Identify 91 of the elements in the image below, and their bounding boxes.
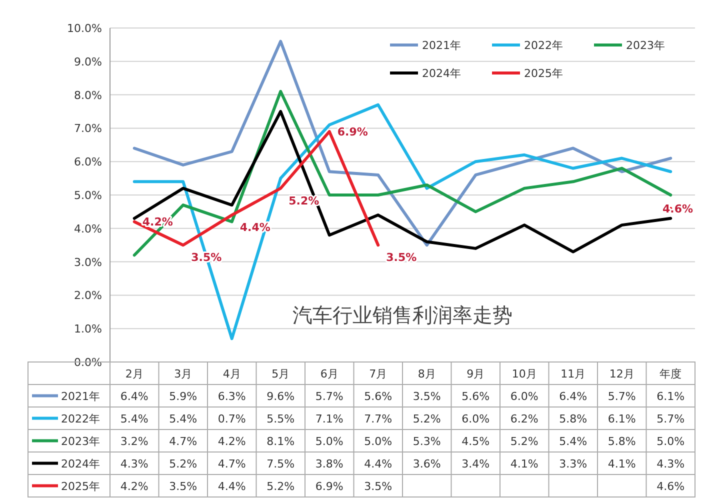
text: 2021年 [61,390,100,403]
data-label: 5.6% [364,390,392,403]
data-label: 5.9% [169,390,198,403]
data-label: 5.4% [120,412,148,426]
data-label: 4.4% [218,480,246,493]
text: 4.6% [662,202,693,216]
data-label: 6.3% [218,390,246,403]
data-label: 5.8% [559,412,588,426]
data-label: 3.2% [120,434,148,448]
data-label: 5.2% [510,434,538,448]
data-label: 5.2% [169,457,198,470]
x-tick-label: 10月 [512,367,537,380]
data-label: 4.2% [218,434,246,448]
y-tick-label: 7.0% [74,122,102,136]
legend-label: 2022年 [524,39,563,52]
data-label: 6.9% [315,480,344,493]
data-label: 3.6% [412,457,441,470]
data-label: 5.3% [412,434,441,448]
data-label: 5.2% [412,412,441,426]
legend-label: 2023年 [626,39,665,52]
text: 3.5% [386,251,417,264]
data-label: 4.2% [120,480,148,493]
y-tick-label: 5.0% [74,189,102,202]
text: 2024年 [61,457,100,470]
text: 汽车行业销售利润率走势 [292,302,512,327]
data-label: 7.1% [315,412,344,426]
data-label: 5.2% [266,480,295,493]
data-label: 5.0% [315,434,344,448]
legend-label: 2021年 [422,39,461,52]
data-label: 5.7% [608,390,636,403]
x-tick-label: 12月 [609,367,634,380]
data-label: 0.7% [218,412,246,426]
x-tick-label: 年度 [660,367,682,380]
text: 6.9% [337,126,368,139]
data-label: 4.6% [656,480,685,493]
data-label: 5.7% [656,412,685,426]
data-label: 3.8% [315,457,344,470]
data-label: 4.4% [364,457,392,470]
data-label: 5.8% [608,434,636,448]
y-tick-label: 4.0% [74,222,102,236]
text: 2023年 [61,434,100,448]
data-label: 4.3% [656,457,685,470]
data-label: 6.2% [510,412,538,426]
data-label: 3.4% [462,457,490,470]
x-tick-label: 11月 [560,367,586,380]
data-label: 3.3% [559,457,588,470]
data-label: 3.5% [364,480,392,493]
x-tick-label: 9月 [466,367,485,380]
y-tick-label: 9.0% [74,55,102,68]
y-tick-label: 10.0% [67,22,102,35]
text: 2022年 [61,412,100,426]
text: 2025年 [61,480,100,493]
y-tick-label: 8.0% [74,88,102,102]
data-label: 6.0% [462,412,490,426]
data-label: 4.7% [218,457,246,470]
data-label: 5.4% [169,412,198,426]
data-label: 5.5% [266,412,295,426]
data-label: 6.1% [608,412,636,426]
data-label: 6.0% [510,390,538,403]
data-label: 4.1% [608,457,636,470]
x-tick-label: 6月 [320,367,338,380]
data-label: 6.4% [120,390,148,403]
data-label: 4.1% [510,457,538,470]
data-label: 6.4% [559,390,588,403]
x-tick-label: 3月 [174,367,192,380]
data-label: 5.7% [315,390,344,403]
x-tick-label: 8月 [418,367,436,380]
data-label: 9.6% [266,390,295,403]
data-label: 4.7% [169,434,198,448]
legend-label: 2025年 [524,67,563,80]
x-tick-label: 4月 [222,367,241,380]
y-tick-label: 3.0% [74,256,102,269]
y-tick-label: 6.0% [74,156,102,169]
data-label: 7.7% [364,412,392,426]
x-tick-label: 5月 [272,367,290,380]
data-label: 4.5% [462,434,490,448]
data-label: 3.5% [412,390,441,403]
y-tick-label: 1.0% [74,322,102,336]
data-label: 3.5% [169,480,198,493]
data-label: 4.3% [120,457,148,470]
x-tick-label: 2月 [125,367,144,380]
data-label: 5.0% [656,434,685,448]
x-tick-label: 7月 [369,367,388,380]
data-label: 8.1% [266,434,295,448]
data-label: 6.1% [656,390,685,403]
data-label: 5.4% [559,434,588,448]
data-label: 5.0% [364,434,392,448]
y-tick-label: 2.0% [74,289,102,302]
legend-label: 2024年 [422,67,461,80]
data-label: 7.5% [266,457,295,470]
data-label: 5.6% [462,390,490,403]
